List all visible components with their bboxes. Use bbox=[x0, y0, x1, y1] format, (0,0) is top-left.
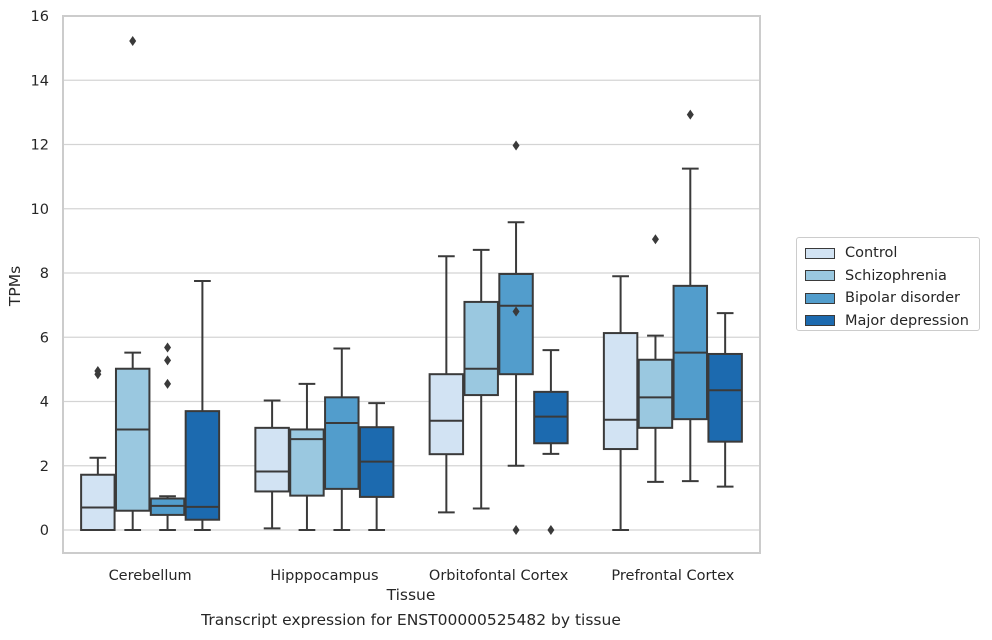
box-body bbox=[254, 426, 290, 493]
y-tick-label: 10 bbox=[31, 202, 49, 218]
y-tick-label: 12 bbox=[31, 138, 49, 154]
outlier-point bbox=[94, 365, 102, 376]
x-tick-label: Prefrontal Cortex bbox=[611, 568, 734, 584]
box-bipolar-disorder bbox=[672, 109, 709, 483]
outlier-point bbox=[164, 342, 172, 353]
legend-swatch bbox=[805, 315, 835, 327]
y-tick-label: 6 bbox=[40, 330, 49, 346]
box-bipolar-disorder bbox=[149, 342, 186, 531]
legend-label: Control bbox=[845, 245, 898, 262]
box-body bbox=[463, 300, 499, 397]
box-body bbox=[324, 396, 360, 490]
y-tick-label: 4 bbox=[40, 395, 49, 411]
box-body bbox=[602, 332, 639, 451]
chart-caption: Transcript expression for ENST0000052548… bbox=[201, 611, 621, 629]
box-body bbox=[428, 373, 465, 456]
legend-item: Major depression bbox=[805, 310, 979, 333]
box-major-depression bbox=[707, 312, 743, 488]
legend-item: Bipolar disorder bbox=[805, 287, 979, 310]
y-tick-label: 14 bbox=[31, 73, 49, 89]
outlier-point bbox=[164, 378, 172, 389]
outlier-point bbox=[512, 140, 520, 151]
box-control bbox=[602, 275, 639, 531]
box-schizophrenia bbox=[114, 36, 151, 531]
box-body bbox=[80, 473, 116, 531]
outlier-point bbox=[129, 36, 137, 47]
box-schizophrenia bbox=[637, 234, 674, 483]
legend: Control Schizophrenia Bipolar disorder Majo… bbox=[796, 237, 980, 331]
y-tick-label: 2 bbox=[40, 459, 49, 475]
box-body bbox=[289, 428, 325, 497]
box-schizophrenia bbox=[289, 382, 325, 531]
x-tick-label: Cerebellum bbox=[109, 568, 192, 584]
y-tick-label: 16 bbox=[31, 9, 49, 25]
box-body bbox=[498, 272, 534, 376]
legend-item: Schizophrenia bbox=[805, 265, 979, 288]
outlier-point bbox=[547, 525, 555, 535]
legend-swatch bbox=[805, 292, 835, 304]
x-axis-ticks: Cerebellum Hipppocampus Orbitofontal Corte… bbox=[109, 568, 735, 584]
box-major-depression bbox=[358, 402, 395, 531]
x-tick-label: Hipppocampus bbox=[270, 568, 378, 584]
box-body bbox=[707, 352, 743, 443]
legend-item: Control bbox=[805, 242, 979, 265]
box-series bbox=[80, 36, 743, 535]
y-tick-label: 0 bbox=[40, 523, 49, 539]
legend-label: Bipolar disorder bbox=[845, 290, 960, 307]
outlier-point bbox=[164, 355, 172, 366]
y-tick-label: 8 bbox=[40, 266, 49, 282]
box-body bbox=[114, 367, 151, 512]
outlier-point bbox=[651, 234, 659, 245]
legend-label: Major depression bbox=[845, 312, 969, 329]
box-bipolar-disorder bbox=[498, 140, 534, 535]
legend-label: Schizophrenia bbox=[845, 267, 947, 284]
x-tick-label: Orbitofontal Cortex bbox=[429, 568, 569, 584]
box-schizophrenia bbox=[463, 248, 499, 510]
box-control bbox=[254, 399, 290, 530]
box-control bbox=[428, 255, 465, 514]
box-major-depression bbox=[184, 280, 221, 531]
outlier-point bbox=[686, 109, 694, 120]
x-axis-label: Tissue bbox=[386, 586, 436, 604]
outlier-point bbox=[512, 306, 520, 317]
box-body bbox=[637, 358, 674, 429]
box-control bbox=[80, 365, 116, 531]
plot-frame bbox=[62, 15, 761, 554]
legend-swatch bbox=[805, 270, 835, 282]
y-axis-label: TPMs bbox=[6, 266, 24, 307]
box-major-depression bbox=[533, 349, 569, 535]
box-body bbox=[184, 410, 221, 521]
legend-swatch bbox=[805, 247, 835, 259]
y-axis-ticks: 0 2 4 6 8 10 12 14 16 bbox=[31, 9, 49, 539]
outlier-point bbox=[512, 525, 520, 535]
box-bipolar-disorder bbox=[324, 347, 360, 531]
